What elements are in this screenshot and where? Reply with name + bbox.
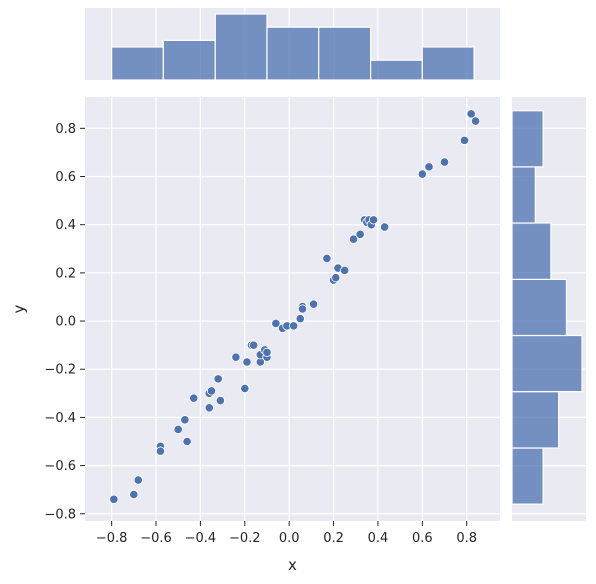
- y-tick-label: −0.4: [44, 411, 76, 426]
- x-axis-label: x: [288, 556, 297, 574]
- scatter-point: [289, 321, 299, 331]
- y-histogram-bar: [511, 391, 560, 449]
- y-tick-label: 0.4: [55, 218, 76, 233]
- scatter-point: [182, 436, 192, 447]
- x-axis-ticks: −0.8 −0.6 −0.4 −0.2 0.0 0.2 0.4 0.6 0.8: [96, 521, 477, 546]
- scatter-point: [439, 157, 450, 167]
- y-tick-label: 0.0: [55, 315, 76, 330]
- scatter-point: [308, 299, 319, 309]
- y-histogram-bar: [511, 110, 544, 168]
- y-tick-label: 0.2: [55, 266, 76, 281]
- x-histogram-bar: [214, 13, 268, 81]
- x-tick-label: −0.2: [229, 531, 261, 546]
- scatter-point: [417, 169, 427, 179]
- scatter-point: [109, 494, 119, 504]
- x-tick-label: 0.8: [456, 531, 477, 546]
- scatter-point: [240, 383, 250, 394]
- main-plot-panel: [85, 97, 500, 521]
- x-tick-label: −0.6: [140, 531, 172, 546]
- y-tick-label: 0.8: [55, 122, 76, 137]
- x-tick-label: 0.6: [412, 531, 433, 546]
- scatter-point: [206, 386, 217, 396]
- x-histogram-bar: [266, 26, 320, 81]
- y-histogram-bar: [511, 334, 583, 393]
- scatter-point: [459, 135, 470, 145]
- scatter-point: [213, 374, 223, 384]
- y-tick-label: −0.8: [44, 507, 76, 522]
- x-histogram-bar: [162, 39, 216, 81]
- scatter-point: [215, 395, 225, 406]
- x-histogram-bars: [111, 13, 475, 81]
- main-gridlines: [85, 97, 500, 521]
- y-histogram-bars: [511, 110, 583, 505]
- scatter-point: [297, 304, 308, 314]
- scatter-point: [355, 229, 365, 239]
- x-tick-label: 0.2: [323, 531, 344, 546]
- scatter-point: [242, 357, 252, 367]
- x-tick-label: −0.4: [185, 531, 217, 546]
- scatter-point: [340, 265, 350, 276]
- x-histogram-bar: [370, 59, 423, 81]
- scatter-point: [331, 273, 341, 283]
- scatter-point: [180, 415, 190, 425]
- y-histogram-bar: [511, 278, 568, 337]
- y-tick-label: 0.6: [55, 170, 76, 185]
- x-tick-label: 0.0: [279, 531, 300, 546]
- scatter-point: [133, 475, 143, 485]
- x-histogram-bar: [111, 46, 164, 81]
- x-tick-label: −0.8: [96, 531, 128, 546]
- y-histogram-bar: [511, 166, 536, 224]
- scatter-point: [466, 109, 476, 119]
- scatter-point: [262, 347, 272, 357]
- scatter-point: [295, 314, 305, 324]
- scatter-point: [231, 352, 241, 362]
- scatter-point: [470, 116, 481, 126]
- y-histogram-bar: [511, 447, 544, 505]
- y-histogram-bar: [511, 222, 552, 280]
- y-axis-label: y: [10, 304, 28, 313]
- scatter-point: [348, 234, 359, 244]
- y-tick-label: −0.2: [44, 363, 76, 378]
- x-tick-label: 0.4: [368, 531, 389, 546]
- scatter-point: [322, 253, 332, 264]
- scatter-point: [189, 393, 199, 403]
- scatter-point: [424, 162, 434, 172]
- scatter-point: [204, 403, 214, 413]
- y-tick-label: −0.6: [44, 459, 76, 474]
- y-axis-ticks: −0.8 −0.6 −0.4 −0.2 0.0 0.2 0.4 0.6 0.8: [44, 122, 85, 522]
- scatter-point: [173, 424, 183, 435]
- x-histogram-bar: [318, 26, 372, 81]
- scatter-point: [249, 340, 259, 350]
- scatter-point: [129, 489, 139, 500]
- scatter-point: [271, 318, 281, 329]
- scatter-point: [368, 215, 379, 225]
- scatter-points: [109, 109, 481, 504]
- x-histogram-bar: [421, 46, 475, 81]
- scatter-point: [155, 446, 166, 456]
- scatter-point: [379, 222, 390, 232]
